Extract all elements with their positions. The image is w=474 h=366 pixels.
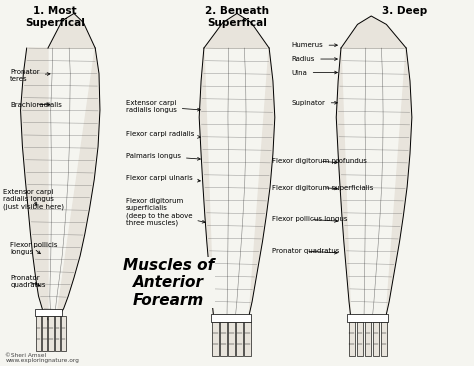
Text: Flexor carpi radialis: Flexor carpi radialis bbox=[126, 131, 201, 138]
Polygon shape bbox=[35, 309, 62, 316]
Text: Flexor carpi ulnaris: Flexor carpi ulnaris bbox=[126, 175, 201, 182]
Polygon shape bbox=[373, 322, 379, 356]
Polygon shape bbox=[210, 314, 251, 322]
Polygon shape bbox=[348, 322, 355, 356]
Text: Palmaris longus: Palmaris longus bbox=[126, 153, 201, 160]
Text: Humerus: Humerus bbox=[292, 42, 337, 48]
Polygon shape bbox=[61, 316, 66, 351]
Text: Ulna: Ulna bbox=[292, 70, 337, 75]
Text: Supinator: Supinator bbox=[292, 100, 337, 106]
Text: Flexor digitorum superficialis: Flexor digitorum superficialis bbox=[273, 185, 374, 191]
Text: Flexor digitorum
superficialis
(deep to the above
three muscles): Flexor digitorum superficialis (deep to … bbox=[126, 198, 205, 226]
Polygon shape bbox=[244, 322, 251, 356]
Text: 2. Beneath
Superfical: 2. Beneath Superfical bbox=[205, 6, 269, 28]
Text: Extensor carpi
radialis longus
(just visible here): Extensor carpi radialis longus (just vis… bbox=[3, 189, 64, 210]
Polygon shape bbox=[212, 322, 219, 356]
Polygon shape bbox=[356, 322, 363, 356]
Text: Pronator
quadratus: Pronator quadratus bbox=[10, 275, 46, 288]
Polygon shape bbox=[228, 322, 235, 356]
Text: 3. Deep: 3. Deep bbox=[382, 6, 428, 16]
Text: Muscles of
Anterior
Forearm: Muscles of Anterior Forearm bbox=[123, 258, 214, 307]
Polygon shape bbox=[220, 322, 227, 356]
Text: Pronator quadratus: Pronator quadratus bbox=[273, 248, 340, 254]
Polygon shape bbox=[381, 322, 387, 356]
Text: Flexor pollicis
longus: Flexor pollicis longus bbox=[10, 242, 58, 255]
Polygon shape bbox=[42, 316, 47, 351]
Text: Radius: Radius bbox=[292, 56, 337, 62]
Text: Pronator
teres: Pronator teres bbox=[10, 69, 50, 82]
Polygon shape bbox=[20, 14, 100, 320]
Text: Extensor carpi
radialis longus: Extensor carpi radialis longus bbox=[126, 100, 201, 113]
Polygon shape bbox=[48, 316, 54, 351]
Polygon shape bbox=[199, 14, 275, 314]
Polygon shape bbox=[347, 314, 388, 322]
Text: Flexor digitorum profundus: Flexor digitorum profundus bbox=[273, 158, 367, 164]
Polygon shape bbox=[55, 316, 60, 351]
Polygon shape bbox=[336, 16, 412, 314]
Text: Flexor pollicus longus: Flexor pollicus longus bbox=[273, 216, 348, 223]
Polygon shape bbox=[365, 322, 371, 356]
Text: ©Sheri Amsel
www.exploringnature.org: ©Sheri Amsel www.exploringnature.org bbox=[5, 353, 79, 363]
Text: Brachioradialis: Brachioradialis bbox=[10, 102, 62, 108]
Text: 1. Most
Superfical: 1. Most Superfical bbox=[25, 6, 85, 28]
Polygon shape bbox=[236, 322, 243, 356]
Polygon shape bbox=[36, 316, 41, 351]
